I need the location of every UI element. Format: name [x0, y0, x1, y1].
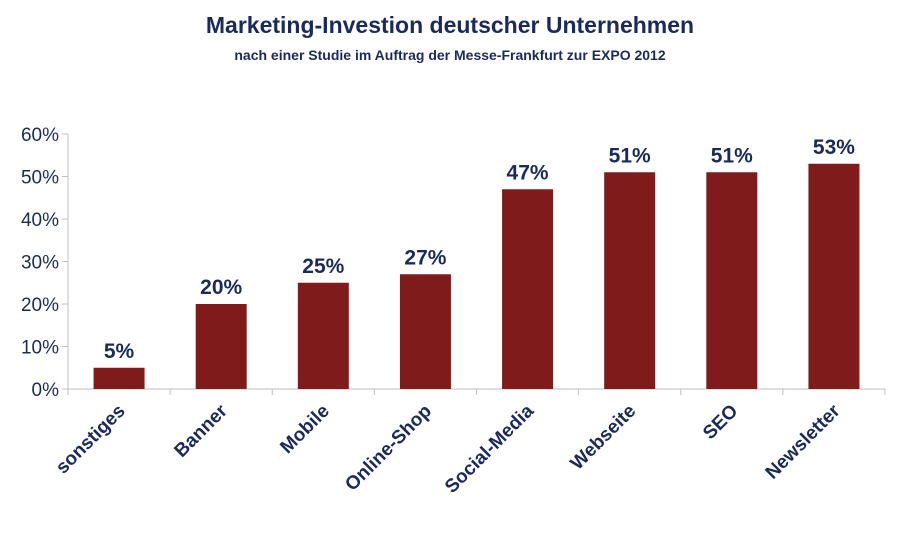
y-tick-label: 10% — [21, 338, 59, 359]
y-tick-label: 60% — [21, 125, 59, 146]
bar — [195, 304, 247, 389]
data-label: 51% — [609, 144, 651, 167]
data-label: 47% — [507, 161, 549, 184]
x-tick-label: Mobile — [276, 401, 333, 458]
y-tick-label: 20% — [21, 295, 59, 316]
bar — [297, 282, 349, 389]
y-tick-label: 40% — [21, 210, 59, 231]
data-label: 27% — [404, 246, 446, 269]
bar — [502, 189, 554, 389]
data-label: 51% — [711, 144, 753, 167]
x-tick-label: Webseite — [567, 401, 641, 475]
y-tick-label: 50% — [21, 168, 59, 189]
bar — [808, 163, 860, 389]
x-tick-label: Banner — [171, 400, 233, 462]
data-label: 20% — [200, 276, 242, 299]
data-label: 53% — [813, 136, 855, 159]
chart-subtitle: nach einer Studie im Auftrag der Messe-F… — [234, 47, 665, 63]
chart-title: Marketing-Investion deutscher Unternehme… — [206, 12, 694, 38]
x-tick-label: sonstiges — [52, 401, 130, 479]
bar — [93, 367, 145, 389]
data-label: 25% — [302, 255, 344, 278]
x-tick-label: Social-Media — [441, 400, 538, 497]
x-tick-label: Online-Shop — [341, 401, 436, 496]
y-tick-label: 30% — [21, 253, 59, 274]
x-tick-label: SEO — [699, 401, 742, 444]
plot-area: 0% 10% 20% 30% 40% 50% 60% 5% sonstiges 20% Banner… — [21, 125, 886, 498]
y-tick-label: 0% — [32, 380, 60, 401]
x-tick-label: Newsletter — [762, 400, 845, 483]
data-label: 5% — [104, 340, 135, 363]
bar — [399, 274, 451, 389]
bar — [604, 172, 656, 389]
bar — [706, 172, 758, 389]
